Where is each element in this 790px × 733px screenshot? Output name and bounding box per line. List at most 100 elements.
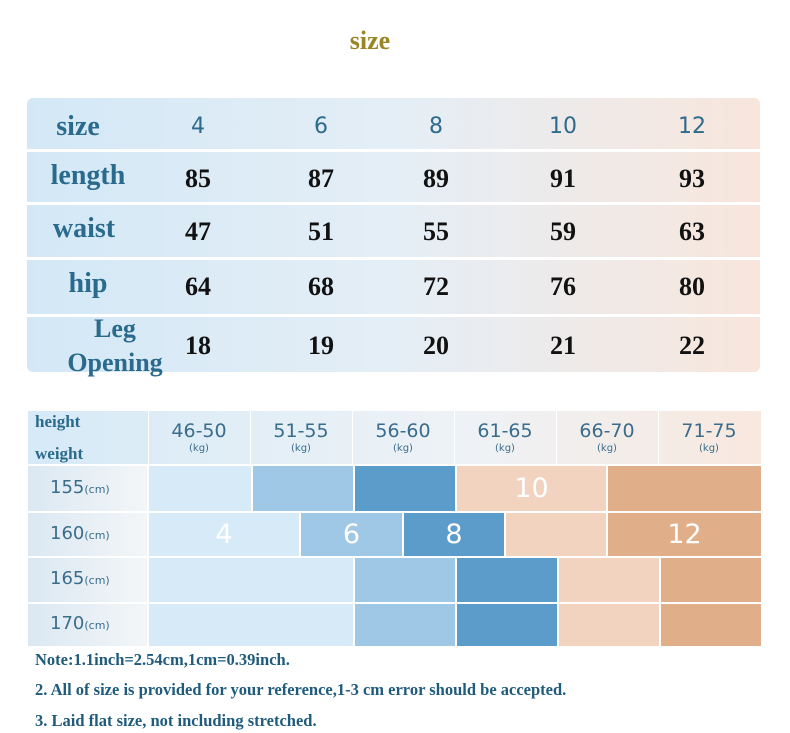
size-header: 6 bbox=[314, 114, 328, 139]
measurement: 68 bbox=[308, 272, 334, 301]
column-divider bbox=[352, 410, 353, 465]
size-label: 8 bbox=[445, 518, 463, 550]
column-divider bbox=[250, 410, 251, 465]
measurement: 55 bbox=[423, 217, 449, 246]
size-header: 8 bbox=[429, 114, 443, 139]
height-label: 155(cm) bbox=[50, 477, 110, 498]
size-label: 4 bbox=[215, 518, 233, 550]
measurement: 59 bbox=[550, 217, 576, 246]
note: 3. Laid flat size, not including stretch… bbox=[35, 711, 317, 730]
measurement: 76 bbox=[550, 272, 576, 301]
weight-unit: (kg) bbox=[495, 443, 515, 454]
corner-label: height bbox=[35, 412, 81, 431]
size-header: 12 bbox=[678, 114, 706, 139]
measurement: 85 bbox=[185, 164, 211, 193]
size-label: 6 bbox=[342, 518, 361, 550]
size-cell: 10 bbox=[456, 465, 607, 512]
size-label: 10 bbox=[514, 472, 549, 504]
size-header: 10 bbox=[549, 114, 577, 139]
height-label: 165(cm) bbox=[50, 568, 110, 589]
measurement: 87 bbox=[308, 164, 334, 193]
size-cell bbox=[148, 465, 252, 512]
weight-range: 46-50 bbox=[171, 420, 227, 442]
size-cell bbox=[354, 465, 456, 512]
size-cell bbox=[148, 603, 354, 647]
column-divider bbox=[556, 410, 557, 465]
measurement: 63 bbox=[679, 217, 705, 246]
height-value: 170 bbox=[50, 613, 85, 634]
measurement: 72 bbox=[423, 272, 449, 301]
size-cell bbox=[354, 603, 456, 647]
size-header: 4 bbox=[191, 114, 205, 139]
measurement: 64 bbox=[185, 272, 211, 301]
measurement: 19 bbox=[308, 331, 334, 360]
size-cell: 6 bbox=[300, 512, 403, 557]
weight-range: 61-65 bbox=[477, 420, 533, 442]
measurement: 47 bbox=[185, 217, 211, 246]
grid-header-bg bbox=[27, 410, 762, 465]
weight-unit: (kg) bbox=[597, 443, 617, 454]
height-unit: (cm) bbox=[84, 528, 110, 542]
size-cell bbox=[558, 557, 660, 603]
size-cell bbox=[607, 465, 762, 512]
size-label: 12 bbox=[667, 518, 702, 550]
weight-range: 56-60 bbox=[375, 420, 431, 442]
height-value: 160 bbox=[50, 522, 85, 544]
column-divider bbox=[454, 410, 455, 465]
measurement: 93 bbox=[679, 164, 705, 193]
size-cell bbox=[660, 603, 762, 647]
height-unit: (cm) bbox=[84, 482, 110, 496]
size-cell bbox=[660, 557, 762, 603]
page-title: size bbox=[349, 26, 391, 55]
measurement: 91 bbox=[550, 164, 576, 193]
header-label: size bbox=[56, 111, 100, 142]
height-value: 165 bbox=[50, 568, 85, 589]
size-cell bbox=[148, 557, 354, 603]
row-separator bbox=[27, 149, 760, 152]
height-unit: (cm) bbox=[84, 619, 110, 632]
column-divider bbox=[658, 410, 659, 465]
row-header-bg bbox=[27, 465, 148, 512]
row-label: length bbox=[50, 160, 126, 191]
weight-range: 51-55 bbox=[273, 420, 329, 442]
measurement: 51 bbox=[308, 217, 334, 246]
row-header-bg bbox=[27, 603, 148, 647]
row-separator bbox=[27, 314, 760, 317]
row-label: waist bbox=[52, 213, 116, 244]
measurement: 89 bbox=[423, 164, 449, 193]
corner-label: weight bbox=[35, 444, 84, 463]
measurement: 22 bbox=[679, 331, 705, 360]
size-cell bbox=[354, 557, 456, 603]
height-unit: (cm) bbox=[84, 574, 110, 587]
column-divider bbox=[148, 410, 149, 465]
size-cell bbox=[456, 557, 558, 603]
size-cell bbox=[456, 603, 558, 647]
weight-range: 66-70 bbox=[579, 420, 635, 442]
size-cell: 8 bbox=[403, 512, 505, 557]
row-label: hip bbox=[68, 268, 108, 299]
size-cell bbox=[558, 603, 660, 647]
row-label: Leg Opening bbox=[67, 314, 163, 377]
weight-unit: (kg) bbox=[189, 443, 209, 454]
measurement: 18 bbox=[185, 331, 211, 360]
height-label: 160(cm) bbox=[50, 523, 110, 544]
size-cell: 4 bbox=[148, 512, 300, 557]
size-cell bbox=[505, 512, 607, 557]
size-table bbox=[27, 98, 760, 372]
row-header-bg bbox=[27, 557, 148, 603]
row-separator bbox=[27, 202, 760, 205]
measurement: 21 bbox=[550, 331, 576, 360]
weight-unit: (kg) bbox=[291, 443, 311, 454]
row-header-bg bbox=[27, 512, 148, 557]
row-separator bbox=[27, 257, 760, 260]
measurement: 20 bbox=[423, 331, 449, 360]
height-value: 155 bbox=[50, 476, 85, 498]
note: Note:1.1inch=2.54cm,1cm=0.39inch. bbox=[35, 650, 290, 669]
weight-unit: (kg) bbox=[699, 443, 719, 454]
height-label: 170(cm) bbox=[50, 613, 110, 634]
note: 2. All of size is provided for your refe… bbox=[35, 680, 567, 699]
measurement: 80 bbox=[679, 272, 705, 301]
weight-unit: (kg) bbox=[393, 443, 413, 454]
size-cell bbox=[252, 465, 354, 512]
